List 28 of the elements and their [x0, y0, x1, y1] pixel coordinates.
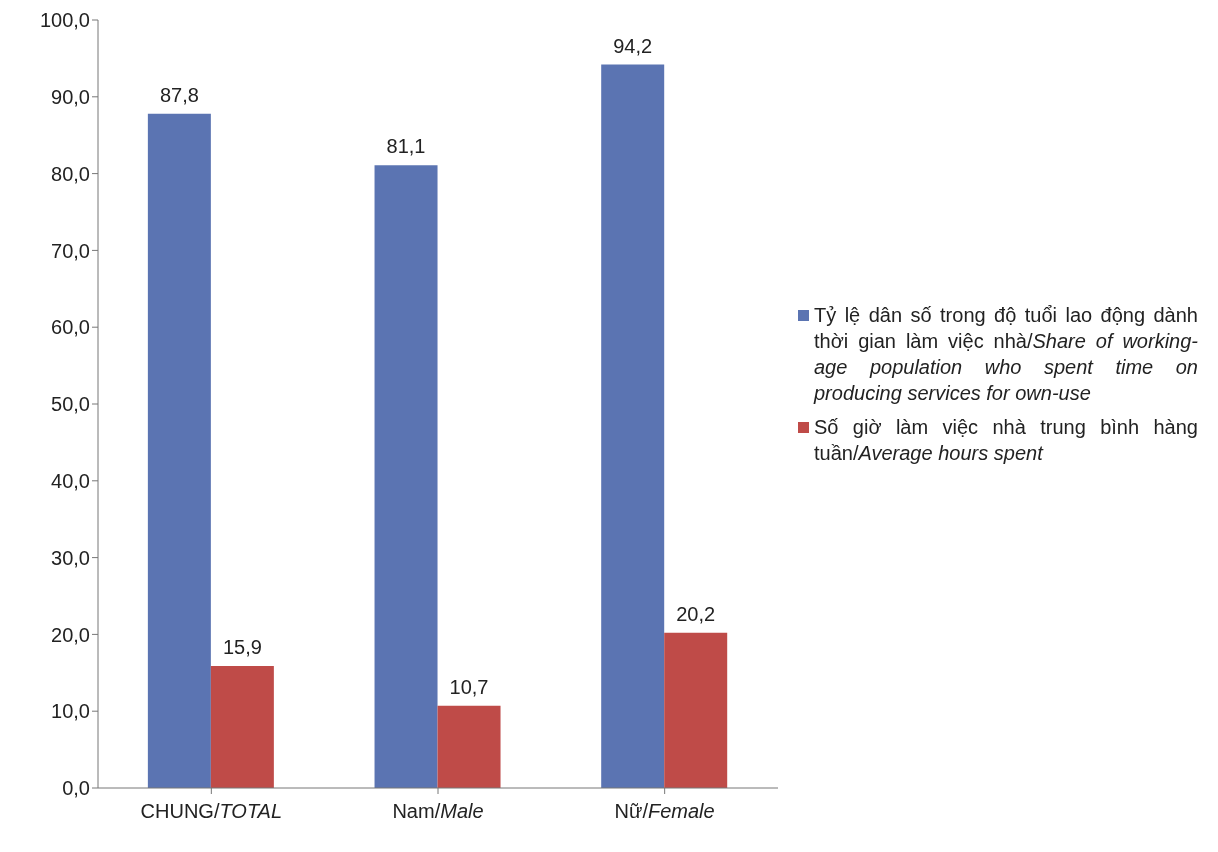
y-tick-label: 50,0 [51, 393, 90, 416]
y-tick-label: 10,0 [51, 700, 90, 723]
y-tick-label: 60,0 [51, 316, 90, 339]
bar [374, 165, 438, 788]
y-tick-label: 30,0 [51, 546, 90, 569]
data-label: 15,9 [222, 635, 262, 658]
bar [664, 632, 728, 788]
bar [210, 665, 274, 788]
legend-label: Số giờ làm việc nhà trung bình hàng tuần/Average hours spent [814, 415, 1198, 466]
legend-label: Tỷ lệ dân số trong độ tuổi lao động dành thời gian làm việc nhà/Share of working-age population who spent time on producing services for own-use [814, 303, 1198, 406]
y-tick-label: 40,0 [51, 469, 90, 492]
y-tick-label: 80,0 [51, 162, 90, 185]
y-tick-label: 0,0 [62, 777, 90, 800]
x-tick-label: Nữ/Female [614, 800, 715, 822]
x-tick-label: Nam/Male [392, 800, 484, 822]
data-label: 81,1 [386, 135, 426, 158]
y-tick-label: 100,0 [39, 9, 90, 32]
data-label: 87,8 [159, 83, 199, 106]
y-tick-label: 70,0 [51, 239, 90, 262]
data-label: 20,2 [676, 602, 716, 625]
bar [147, 113, 211, 788]
bar [601, 64, 665, 788]
data-label: 10,7 [449, 675, 489, 698]
y-tick-label: 20,0 [51, 623, 90, 646]
x-tick-label: CHUNG/TOTAL [140, 800, 283, 822]
y-tick-label: 90,0 [51, 85, 90, 108]
data-label: 94,2 [613, 34, 653, 57]
bar [437, 705, 501, 788]
